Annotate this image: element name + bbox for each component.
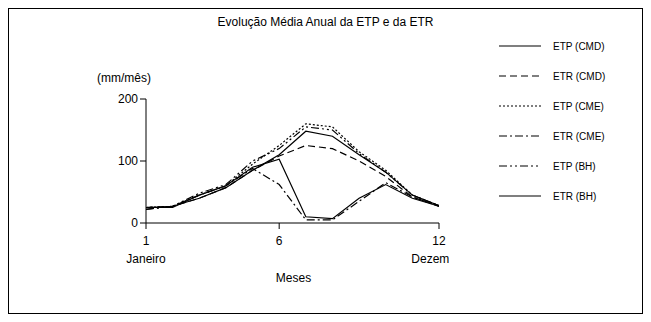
html-text:Meses: Meses: [275, 271, 312, 285]
html-text:(mm/mês): (mm/mês): [97, 71, 151, 85]
svg-text:Janeiro: Janeiro: [126, 252, 166, 266]
html-text:Evolução Média Anual da ETP e: Evolução Média Anual da ETP e da ETR: [217, 15, 434, 29]
html-text:ETR (BH): ETR (BH): [553, 190, 597, 202]
svg-text:6: 6: [276, 234, 283, 248]
html-text:ETR (CME): ETR (CME): [553, 130, 605, 142]
svg-text:0: 0: [131, 216, 138, 230]
svg-text:100: 100: [118, 154, 138, 168]
html-text:ETP (BH): ETP (BH): [553, 160, 596, 172]
html-text:ETP (CMD): ETP (CMD): [553, 40, 605, 52]
html-text:ETP (CME): ETP (CME): [553, 100, 604, 112]
html-text:ETR (CMD): ETR (CMD): [553, 70, 606, 82]
svg-text:200: 200: [118, 92, 138, 106]
svg-text:12: 12: [432, 234, 446, 248]
svg-text:Dezembro: Dezembro: [411, 252, 449, 266]
svg-text:1: 1: [143, 234, 150, 248]
